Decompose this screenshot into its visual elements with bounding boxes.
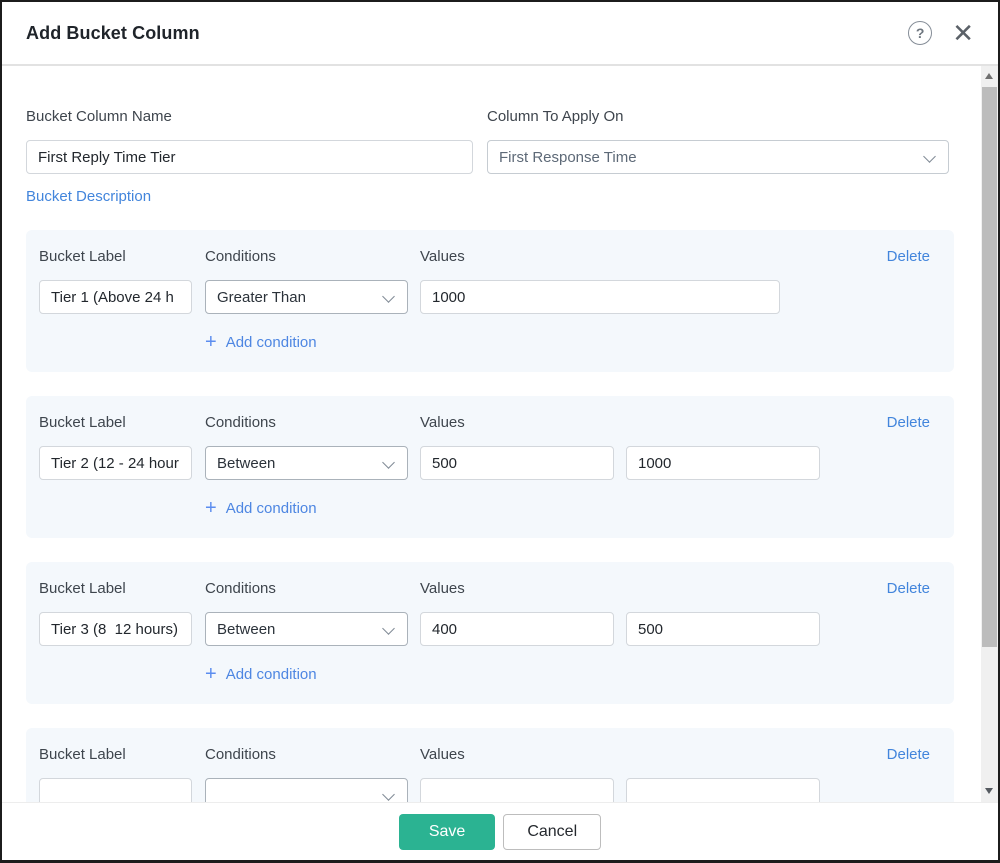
- value-input-1[interactable]: [420, 446, 614, 480]
- bucket-label-heading: Bucket Label: [39, 414, 126, 431]
- modal-header: Add Bucket Column ? ✕: [2, 2, 998, 66]
- value-input-2[interactable]: [626, 446, 820, 480]
- bucket-label-input[interactable]: [39, 778, 192, 802]
- condition-select[interactable]: Between: [205, 446, 408, 480]
- add-condition[interactable]: + Add condition: [205, 498, 868, 518]
- value-input-1[interactable]: [420, 280, 780, 314]
- delete-bucket-link[interactable]: Delete: [886, 746, 930, 763]
- scroll-up-arrow-icon[interactable]: [985, 73, 993, 79]
- help-icon[interactable]: ?: [908, 21, 933, 45]
- save-button[interactable]: Save: [398, 813, 496, 850]
- add-condition[interactable]: + Add condition: [205, 332, 868, 352]
- values-group: [420, 280, 868, 314]
- add-condition-link: Add condition: [225, 665, 317, 683]
- column-to-apply-value: First Response Time: [499, 148, 637, 166]
- delete-bucket-link[interactable]: Delete: [886, 580, 930, 597]
- bucket-label-heading: Bucket Label: [39, 580, 126, 597]
- bucket-card-4: Bucket Label Conditions Values Delete: [26, 728, 954, 802]
- bucket-label-heading: Bucket Label: [39, 746, 126, 763]
- bucket-label-input[interactable]: [39, 446, 192, 480]
- bucket-column-name-group: Bucket Column Name Bucket Description: [26, 108, 473, 206]
- page-title: Add Bucket Column: [26, 22, 200, 43]
- scrollbar-thumb[interactable]: [982, 87, 997, 647]
- column-to-apply-group: Column To Apply On First Response Time: [487, 108, 949, 206]
- condition-value: Between: [217, 454, 276, 472]
- value-input-1[interactable]: [420, 612, 614, 646]
- values-heading: Values: [420, 248, 465, 265]
- conditions-heading: Conditions: [205, 746, 276, 763]
- top-form-row: Bucket Column Name Bucket Description Co…: [26, 108, 974, 206]
- condition-select[interactable]: Greater Than: [205, 280, 408, 314]
- values-group: [420, 612, 868, 646]
- close-icon[interactable]: ✕: [952, 18, 974, 48]
- column-to-apply-select[interactable]: First Response Time: [487, 140, 949, 174]
- condition-select[interactable]: [205, 778, 408, 802]
- modal-body-content: Bucket Column Name Bucket Description Co…: [2, 66, 998, 802]
- conditions-heading: Conditions: [205, 580, 276, 597]
- condition-select[interactable]: Between: [205, 612, 408, 646]
- chevron-down-icon: [382, 622, 395, 635]
- add-condition-link: Add condition: [225, 333, 317, 351]
- bucket-column-name-input[interactable]: [26, 140, 473, 174]
- plus-icon: +: [205, 663, 217, 685]
- vertical-scrollbar[interactable]: [981, 66, 998, 802]
- plus-icon: +: [205, 497, 217, 519]
- value-input-2[interactable]: [626, 612, 820, 646]
- values-group: [420, 778, 868, 802]
- scroll-down-arrow-icon[interactable]: [985, 788, 993, 794]
- conditions-heading: Conditions: [205, 414, 276, 431]
- modal-body: Bucket Column Name Bucket Description Co…: [2, 66, 998, 802]
- bucket-label-input[interactable]: [39, 280, 192, 314]
- chevron-down-icon: [382, 456, 395, 469]
- bucket-card-1: Bucket Label Conditions Values Delete Gr…: [26, 230, 954, 372]
- values-heading: Values: [420, 414, 465, 431]
- values-group: [420, 446, 868, 480]
- chevron-down-icon: [382, 290, 395, 303]
- condition-value: Between: [217, 620, 276, 638]
- bucket-column-name-label: Bucket Column Name: [26, 108, 172, 125]
- values-heading: Values: [420, 746, 465, 763]
- modal-footer: Save Cancel: [2, 802, 998, 860]
- delete-bucket-link[interactable]: Delete: [886, 414, 930, 431]
- column-to-apply-label: Column To Apply On: [487, 108, 624, 125]
- chevron-down-icon: [382, 788, 395, 801]
- add-condition[interactable]: + Add condition: [205, 664, 868, 684]
- delete-bucket-link[interactable]: Delete: [886, 248, 930, 265]
- bucket-label-heading: Bucket Label: [39, 248, 126, 265]
- values-heading: Values: [420, 580, 465, 597]
- value-input-2[interactable]: [626, 778, 820, 802]
- header-icons: ? ✕: [908, 20, 974, 46]
- bucket-card-3: Bucket Label Conditions Values Delete Be…: [26, 562, 954, 704]
- conditions-heading: Conditions: [205, 248, 276, 265]
- add-condition-link: Add condition: [225, 499, 317, 517]
- bucket-label-input[interactable]: [39, 612, 192, 646]
- bucket-card-2: Bucket Label Conditions Values Delete Be…: [26, 396, 954, 538]
- chevron-down-icon: [923, 150, 936, 163]
- cancel-button[interactable]: Cancel: [503, 813, 602, 850]
- bucket-cards: Bucket Label Conditions Values Delete Gr…: [26, 230, 974, 802]
- plus-icon: +: [205, 331, 217, 353]
- value-input-1[interactable]: [420, 778, 614, 802]
- bucket-description-link[interactable]: Bucket Description: [26, 188, 152, 205]
- condition-value: Greater Than: [217, 288, 306, 306]
